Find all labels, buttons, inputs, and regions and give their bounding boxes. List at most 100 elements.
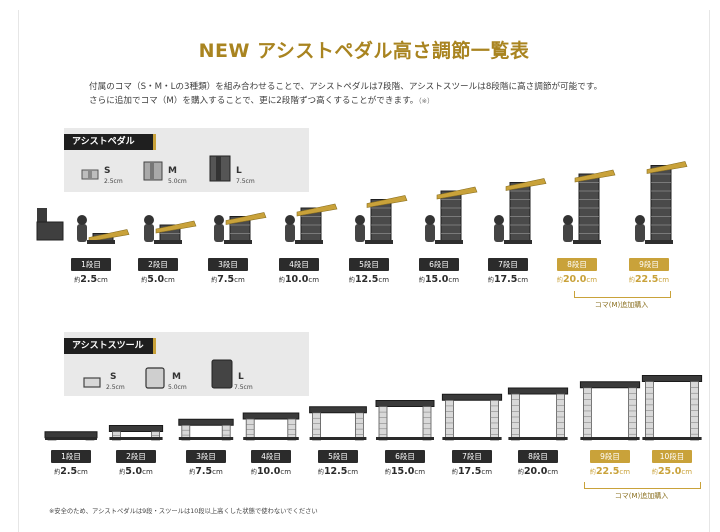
- stool-seat: [108, 425, 164, 432]
- pedal-plate: [155, 220, 197, 234]
- pedal-legend-panel: アシストペダル S 2.5cm M 5.0cm L 7.5cm: [64, 128, 309, 192]
- stool-step-badge: 3段目: [186, 450, 226, 463]
- stool-assembly-4: [242, 412, 300, 441]
- stool-assembly-8: [507, 387, 569, 441]
- pedal-foot: [435, 240, 463, 244]
- pedal-base-post: [37, 208, 47, 224]
- pedal-plate: [366, 195, 408, 208]
- stool-step-badge: 9段目: [590, 450, 630, 463]
- pedal-step-badge: 6段目: [419, 258, 459, 271]
- stool-assembly-2: [108, 425, 164, 441]
- stool-base: [580, 437, 640, 440]
- pedal-knob: [214, 224, 224, 242]
- stool-seat: [375, 400, 435, 407]
- pedal-extra-label: コマ(M)追加購入: [594, 301, 649, 309]
- height-chart-sheet: NEW アシストペダル高さ調節一覧表 付属のコマ（S・M・Lの3種類）を組み合わ…: [18, 10, 710, 532]
- stool-seat: [441, 393, 503, 401]
- stool-piece-s-label: S: [110, 372, 117, 382]
- stool-pieces-illustration: [83, 359, 233, 389]
- stool-seat: [242, 412, 300, 420]
- stool-base: [309, 437, 367, 440]
- stool-base: [178, 437, 234, 440]
- piece-m-size: 5.0cm: [168, 178, 187, 185]
- stool-step-badge: 8段目: [518, 450, 558, 463]
- stool-step-badge: 2段目: [116, 450, 156, 463]
- pedal-foot: [87, 240, 115, 244]
- pedal-steps-illustration: [36, 161, 688, 244]
- pedal-knob: [144, 224, 154, 242]
- pedal-step-height: 約17.5cm: [487, 274, 529, 285]
- pedal-knob-top: [355, 215, 365, 225]
- stool-leg-left: [444, 399, 454, 441]
- stool-step-height: 約5.0cm: [119, 466, 153, 477]
- stool-seat: [507, 387, 569, 395]
- pedal-foot: [645, 240, 673, 244]
- stool-piece-m-icon: [145, 367, 165, 389]
- pedal-knob-top: [425, 215, 435, 225]
- pedal-knob: [563, 224, 573, 242]
- stool-step-height: 約20.0cm: [517, 466, 559, 477]
- pedal-knob-top: [563, 215, 573, 225]
- stool-step-badge: 1段目: [51, 450, 91, 463]
- stool-piece-l-label: L: [238, 372, 244, 382]
- pedal-step-height: 約22.5cm: [628, 274, 670, 285]
- piece-m-icon: [143, 161, 163, 181]
- pedal-foot: [573, 240, 601, 244]
- pedal-knob: [285, 224, 295, 242]
- pedal-step-height: 約15.0cm: [418, 274, 460, 285]
- stool-step-height: 約7.5cm: [189, 466, 223, 477]
- stool-step-height: 約12.5cm: [317, 466, 359, 477]
- pedal-section-heading: アシストペダル: [64, 134, 156, 150]
- stool-base: [642, 437, 702, 440]
- pedal-plate: [296, 203, 338, 217]
- stool-assembly-3: [178, 418, 234, 441]
- stool-step-height: 約17.5cm: [451, 466, 493, 477]
- pedal-step-badge: 1段目: [71, 258, 111, 271]
- pedal-plate: [436, 186, 478, 200]
- stool-step-badge: 6段目: [385, 450, 425, 463]
- stool-step-badge: 10段目: [652, 450, 692, 463]
- stool-steps-illustration: [44, 375, 703, 441]
- pedal-assembly-2: [144, 215, 197, 244]
- stool-leg-right: [628, 387, 637, 441]
- pedal-knob-top: [77, 215, 87, 225]
- stool-leg-left: [312, 412, 322, 441]
- stool-assembly-6: [375, 400, 435, 441]
- stool-base: [376, 437, 434, 440]
- stool-legend-panel: アシストスツール S 2.5cm M 5.0cm L 7.5cm: [64, 332, 309, 396]
- pedal-assembly-7: [494, 178, 547, 244]
- pedal-step-height: 約2.5cm: [74, 274, 108, 285]
- stool-step-height: 約22.5cm: [589, 466, 631, 477]
- stool-piece-l-icon: [211, 359, 233, 389]
- pedal-knob: [77, 224, 87, 242]
- pedal-foot: [295, 240, 323, 244]
- pedal-step-badge: 4段目: [279, 258, 319, 271]
- stool-seat: [44, 431, 98, 439]
- pedal-knob-top: [144, 215, 154, 225]
- pedal-assembly-1: [77, 215, 130, 244]
- stool-assembly-5: [309, 406, 367, 441]
- stool-step-badge: 4段目: [251, 450, 291, 463]
- piece-s-label: S: [104, 166, 111, 176]
- pedal-step-badge: 5段目: [349, 258, 389, 271]
- pedal-plate: [646, 161, 688, 174]
- page-title: NEW アシストペダル高さ調節一覧表: [198, 40, 530, 62]
- pedal-knob: [494, 224, 504, 242]
- stool-leg-left: [583, 387, 592, 441]
- pedal-knob: [355, 224, 365, 242]
- piece-s-size: 2.5cm: [104, 178, 123, 185]
- pedal-stack: [509, 182, 531, 243]
- pedal-assembly-4: [285, 203, 338, 244]
- pedal-foot: [365, 240, 393, 244]
- stool-piece-s-size: 2.5cm: [106, 384, 125, 391]
- pedal-assembly-6: [425, 186, 478, 244]
- pedal-assembly-3: [214, 212, 267, 244]
- stool-assembly-1: [44, 431, 98, 441]
- pedal-step-height: 約20.0cm: [556, 274, 598, 285]
- stool-assembly-9: [579, 381, 641, 441]
- stool-step-badge: 5段目: [318, 450, 358, 463]
- pedal-plate: [505, 178, 547, 191]
- stool-assembly-10: [641, 375, 703, 441]
- stool-extra-label: コマ(M)追加購入: [614, 492, 669, 500]
- pedal-pieces-illustration: [81, 155, 231, 182]
